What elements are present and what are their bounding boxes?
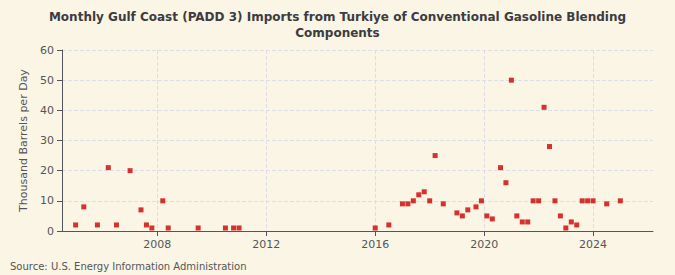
svg-text:50: 50 <box>40 74 54 87</box>
svg-text:Components: Components <box>295 26 380 40</box>
svg-text:2012: 2012 <box>252 238 280 251</box>
svg-text:Monthly Gulf Coast (PADD 3) Im: Monthly Gulf Coast (PADD 3) Imports from… <box>49 10 626 24</box>
svg-text:Source: U.S. Energy Informatio: Source: U.S. Energy Information Administ… <box>10 261 247 272</box>
svg-text:2024: 2024 <box>579 238 607 251</box>
svg-text:2008: 2008 <box>143 238 171 251</box>
svg-text:10: 10 <box>40 194 54 207</box>
svg-text:30: 30 <box>40 134 54 147</box>
svg-text:60: 60 <box>40 44 54 57</box>
svg-text:2016: 2016 <box>361 238 389 251</box>
svg-text:20: 20 <box>40 164 54 177</box>
svg-text:0: 0 <box>47 225 54 238</box>
svg-text:40: 40 <box>40 104 54 117</box>
svg-text:Thousand Barrels per Day: Thousand Barrels per Day <box>17 69 30 213</box>
svg-text:2020: 2020 <box>470 238 498 251</box>
